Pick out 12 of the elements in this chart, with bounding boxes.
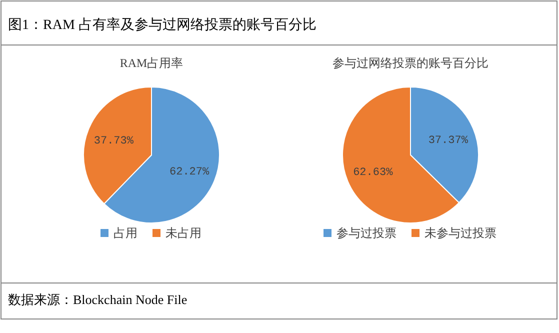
data-label: 62.63% [353, 166, 394, 179]
legend-label: 未占用 [166, 226, 202, 240]
caption: 图1：RAM 占有率及参与过网络投票的账号百分比 [8, 17, 316, 33]
data-label: 62.27% [170, 166, 210, 178]
source-note: 数据来源：Blockchain Node File [8, 292, 188, 307]
chart-title: RAM占用率 [120, 56, 184, 70]
chart-title: 参与过网络投票的账号百分比 [332, 56, 488, 70]
legend-label: 占用 [114, 226, 138, 240]
legend-label: 未参与过投票 [424, 226, 496, 240]
legend-label: 参与过投票 [336, 226, 396, 240]
data-label: 37.73% [94, 136, 134, 148]
data-label: 37.37% [428, 135, 468, 148]
